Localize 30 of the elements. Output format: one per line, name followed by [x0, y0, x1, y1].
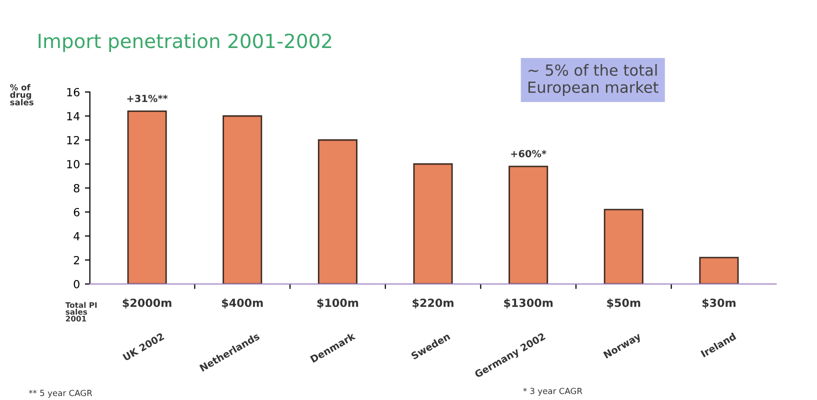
text: $220m [412, 298, 454, 308]
bar [604, 208, 644, 284]
chart-title: Import penetration 2001-2002 [38, 33, 332, 52]
annotation: +60%* [511, 150, 546, 158]
y-tick-label: 0 [74, 280, 80, 288]
y-tick-label: 4 [74, 232, 80, 240]
bar [222, 115, 262, 284]
y-tick-label: 14 [67, 112, 80, 120]
text: * 3 year CAGR [523, 388, 582, 396]
text: $2000m [122, 298, 172, 308]
y-tick-label: 2 [74, 256, 80, 264]
annotation: ~ 5% of the total European market [528, 64, 658, 96]
y-tick-label: 12 [67, 136, 80, 144]
annotation: +31%** [127, 94, 168, 102]
y-tick-label: 16 [67, 88, 80, 96]
bar [127, 110, 167, 284]
text: $100m [317, 298, 358, 308]
y-tick-label: 6 [74, 208, 80, 216]
text: $50m [607, 298, 640, 308]
text: $30m [702, 298, 736, 308]
y-tick-label: 8 [74, 184, 80, 192]
bar [699, 256, 739, 284]
bar [508, 166, 548, 284]
bar [413, 163, 453, 284]
bar [318, 139, 358, 284]
text: ** 5 year CAGR [28, 390, 92, 398]
y-tick-label: 10 [67, 160, 80, 168]
text: $400m [222, 298, 263, 308]
text: $1300m [504, 298, 553, 308]
y-axis-title: % of drug sales [10, 84, 34, 106]
